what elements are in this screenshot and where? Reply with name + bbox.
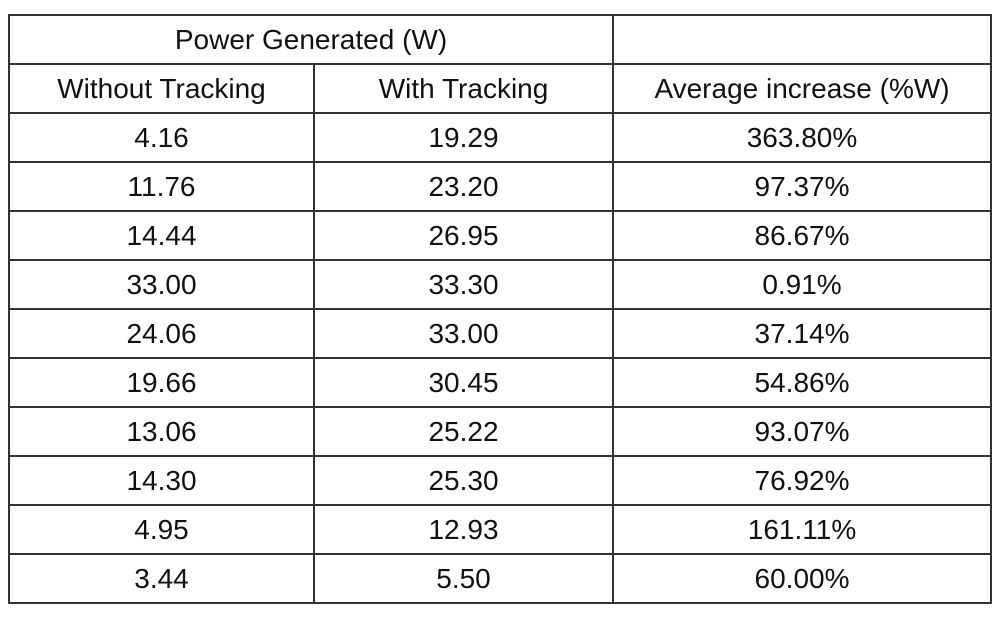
group-header: Power Generated (W): [7, 14, 615, 65]
data-cell: 11.76: [8, 161, 315, 212]
data-cell: 26.95: [312, 210, 615, 261]
data-cell: 97.37%: [612, 161, 993, 212]
data-cell: 0.91%: [612, 259, 993, 310]
data-row: 33.00 33.30 0.91%: [8, 259, 993, 310]
data-cell: 3.44: [8, 553, 315, 604]
data-cell: 37.14%: [612, 308, 993, 359]
data-cell: 25.22: [312, 406, 615, 457]
data-cell: 76.92%: [612, 455, 993, 506]
table-body: Power Generated (W) Without Tracking With…: [7, 14, 993, 604]
data-cell: 23.20: [312, 161, 615, 212]
data-cell: 14.44: [8, 210, 315, 261]
data-cell: 33.00: [8, 259, 315, 310]
column-header: Without Tracking: [8, 63, 315, 114]
data-cell: 54.86%: [612, 357, 993, 408]
data-cell: 33.00: [312, 308, 615, 359]
data-row: 24.06 33.00 37.14%: [8, 308, 993, 359]
data-row: 11.76 23.20 97.37%: [8, 161, 993, 212]
data-cell: 19.29: [312, 112, 615, 163]
data-row: 19.66 30.45 54.86%: [8, 357, 993, 408]
data-cell: 86.67%: [612, 210, 993, 261]
column-header: With Tracking: [312, 63, 615, 114]
column-header: Average increase (%W): [612, 63, 993, 114]
data-row: 13.06 25.22 93.07%: [8, 406, 993, 457]
data-row: 14.44 26.95 86.67%: [8, 210, 993, 261]
data-table: Power Generated (W) Without Tracking With…: [7, 14, 993, 604]
empty-cell: [612, 14, 993, 65]
data-cell: 4.95: [8, 504, 315, 555]
data-cell: 19.66: [8, 357, 315, 408]
data-cell: 5.50: [312, 553, 615, 604]
data-row: 4.16 19.29 363.80%: [8, 112, 993, 163]
data-row: 14.30 25.30 76.92%: [8, 455, 993, 506]
group-header-row: Power Generated (W): [7, 14, 993, 65]
data-cell: 33.30: [312, 259, 615, 310]
data-cell: 12.93: [312, 504, 615, 555]
data-cell: 363.80%: [612, 112, 993, 163]
data-cell: 14.30: [8, 455, 315, 506]
data-cell: 25.30: [312, 455, 615, 506]
header-row: Without Tracking With Tracking Average inc…: [8, 63, 993, 114]
data-cell: 161.11%: [612, 504, 993, 555]
data-row: 3.44 5.50 60.00%: [8, 553, 993, 604]
data-cell: 93.07%: [612, 406, 993, 457]
data-cell: 4.16: [8, 112, 315, 163]
data-cell: 24.06: [8, 308, 315, 359]
data-cell: 30.45: [312, 357, 615, 408]
data-cell: 60.00%: [612, 553, 993, 604]
data-cell: 13.06: [8, 406, 315, 457]
data-row: 4.95 12.93 161.11%: [8, 504, 993, 555]
